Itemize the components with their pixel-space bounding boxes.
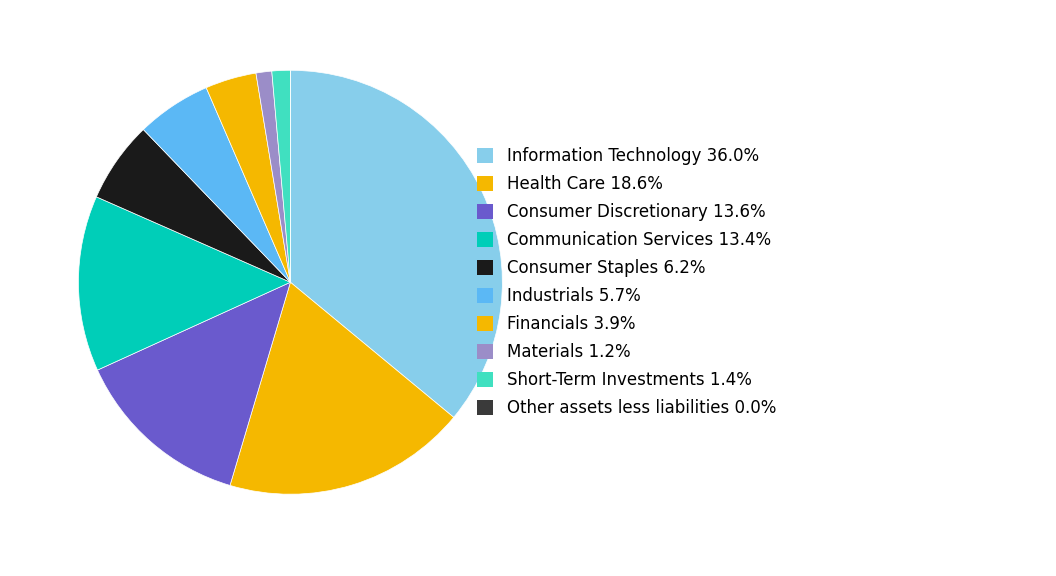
Wedge shape [256, 71, 290, 282]
Wedge shape [290, 70, 503, 418]
Wedge shape [206, 73, 290, 282]
Wedge shape [271, 70, 290, 282]
Wedge shape [97, 282, 290, 486]
Wedge shape [78, 197, 290, 370]
Wedge shape [144, 88, 290, 282]
Wedge shape [230, 282, 454, 494]
Wedge shape [96, 130, 290, 282]
Legend: Information Technology 36.0%, Health Care 18.6%, Consumer Discretionary 13.6%, C: Information Technology 36.0%, Health Car… [468, 139, 785, 426]
